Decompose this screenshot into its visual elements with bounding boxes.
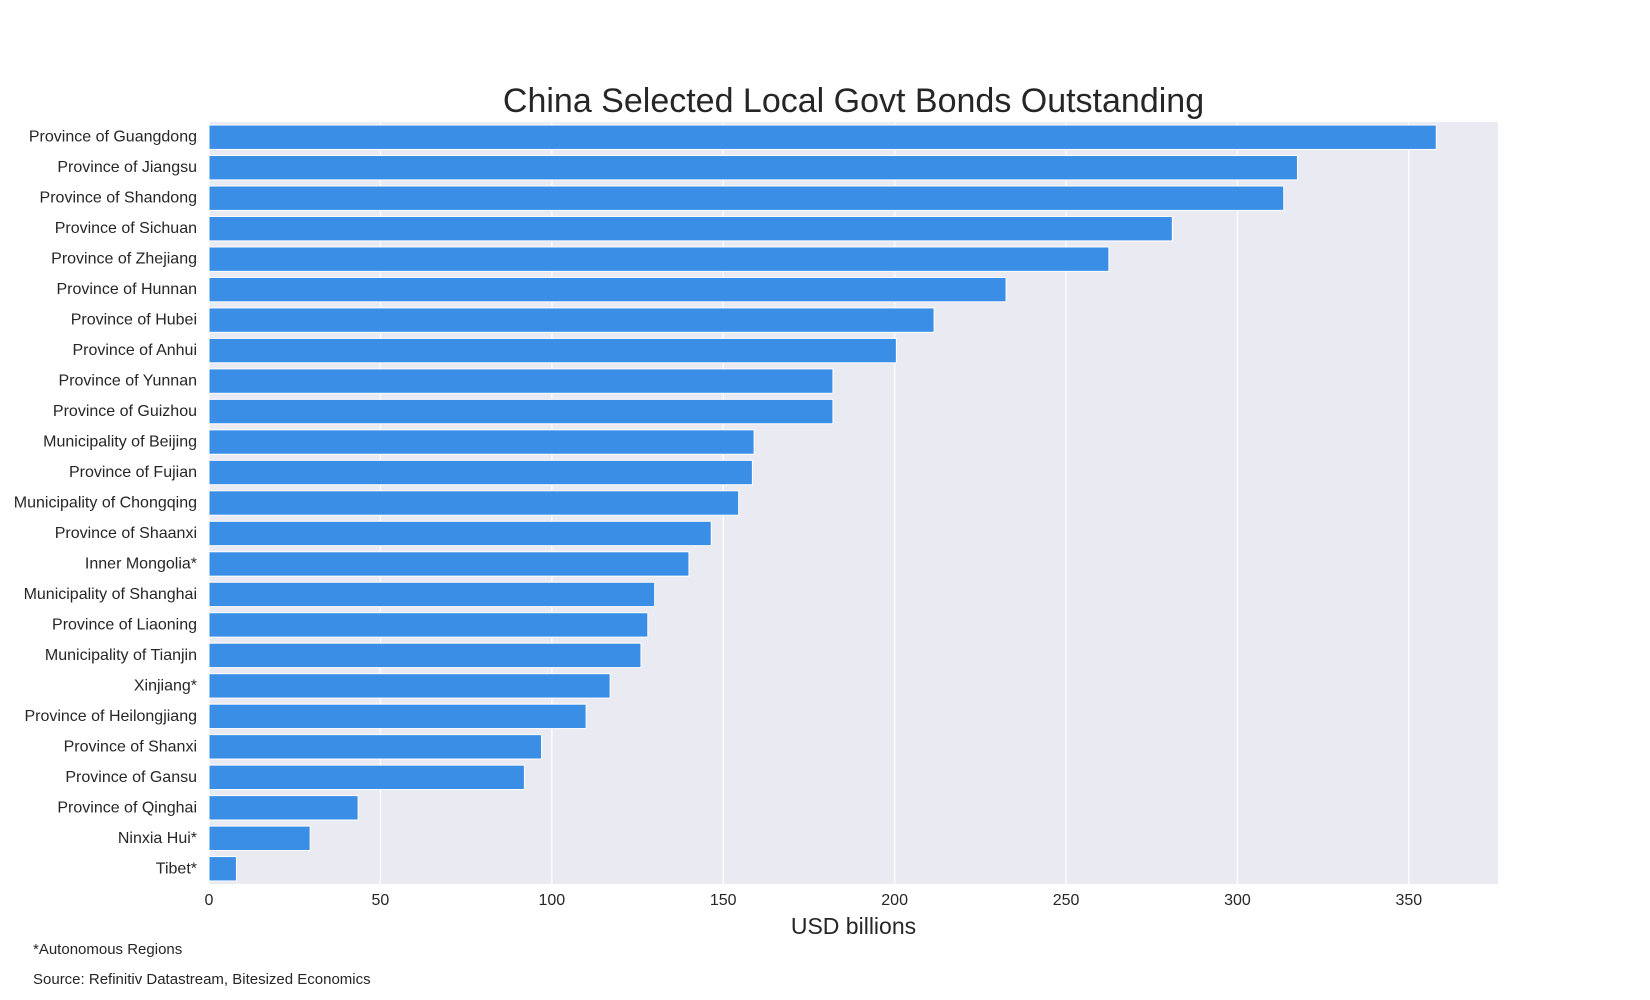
x-tick-label-350: 350 <box>1396 892 1423 909</box>
bar-20 <box>208 734 543 760</box>
chart-title: China Selected Local Govt Bonds Outstand… <box>503 82 1204 120</box>
y-tick-label-17: Municipality of Tianjin <box>45 647 197 664</box>
y-tick-label-11: Province of Fujian <box>69 464 197 481</box>
y-tick-label-1: Province of Jiangsu <box>57 159 197 176</box>
bar-21 <box>208 764 525 791</box>
y-tick-label-13: Province of Shaanxi <box>55 525 197 542</box>
bar-1 <box>208 155 1298 181</box>
bar-9 <box>208 398 834 425</box>
bar-8 <box>208 368 834 394</box>
y-tick-label-2: Province of Shandong <box>40 190 197 207</box>
x-tick-label-150: 150 <box>710 892 737 909</box>
bar-23 <box>208 825 311 851</box>
bar-0 <box>208 124 1437 150</box>
x-tick-label-100: 100 <box>538 892 565 909</box>
bar-12 <box>208 490 740 516</box>
bar-10 <box>208 429 755 455</box>
y-tick-label-15: Municipality of Shanghai <box>24 586 197 603</box>
x-tick-label-200: 200 <box>881 892 908 909</box>
bar-24 <box>208 856 237 882</box>
y-axis-tick-labels: Province of Guangdong Province of Jiangsu… <box>14 129 197 878</box>
bar-17 <box>208 642 642 669</box>
bar-11 <box>208 459 753 486</box>
bar-16 <box>208 612 649 638</box>
bar-18 <box>208 673 611 699</box>
y-tick-label-20: Province of Shanxi <box>64 738 197 755</box>
bar-13 <box>208 520 712 547</box>
y-tick-label-24: Tibet* <box>156 860 197 877</box>
bar-14 <box>208 551 690 577</box>
x-tick-label-300: 300 <box>1224 892 1251 909</box>
y-tick-label-6: Province of Hubei <box>71 312 197 329</box>
y-tick-label-0: Province of Guangdong <box>29 129 197 146</box>
bar-5 <box>208 276 1007 303</box>
x-tick-label-0: 0 <box>205 892 214 909</box>
y-tick-label-14: Inner Mongolia* <box>85 555 197 572</box>
y-tick-label-8: Province of Yunnan <box>59 373 197 390</box>
x-axis-tick-labels: 0 50 100 150 200 250 300 350 <box>205 892 1423 909</box>
bars <box>208 124 1437 882</box>
x-tick-label-50: 50 <box>372 892 390 909</box>
y-tick-label-22: Province of Qinghai <box>57 799 197 816</box>
x-axis-label: USD billions <box>791 913 916 939</box>
bar-7 <box>208 337 897 364</box>
y-tick-label-23: Ninxia Hui* <box>118 830 197 847</box>
bar-15 <box>208 581 656 608</box>
x-tick-label-250: 250 <box>1053 892 1080 909</box>
y-tick-label-3: Province of Sichuan <box>55 220 197 237</box>
y-tick-label-21: Province of Gansu <box>65 769 197 786</box>
bar-6 <box>208 307 935 333</box>
bar-19 <box>208 703 587 730</box>
y-tick-label-10: Municipality of Beijing <box>43 434 197 451</box>
y-tick-label-7: Province of Anhui <box>72 342 197 359</box>
y-tick-label-19: Province of Heilongjiang <box>24 708 197 725</box>
y-tick-label-9: Province of Guizhou <box>53 403 197 420</box>
bar-22 <box>208 795 359 821</box>
autonomous-regions-note: *Autonomous Regions <box>33 941 183 958</box>
y-tick-label-4: Province of Zhejiang <box>51 251 197 268</box>
bar-3 <box>208 215 1173 242</box>
bar-4 <box>208 246 1110 272</box>
y-tick-label-12: Municipality of Chongqing <box>14 495 197 512</box>
y-tick-label-16: Province of Liaoning <box>52 616 197 633</box>
y-tick-label-18: Xinjiang* <box>134 677 197 694</box>
bar-2 <box>208 185 1285 211</box>
source-note: Source: Refinitiv Datastream, Bitesized … <box>33 971 371 988</box>
y-tick-label-5: Province of Hunnan <box>56 281 197 298</box>
